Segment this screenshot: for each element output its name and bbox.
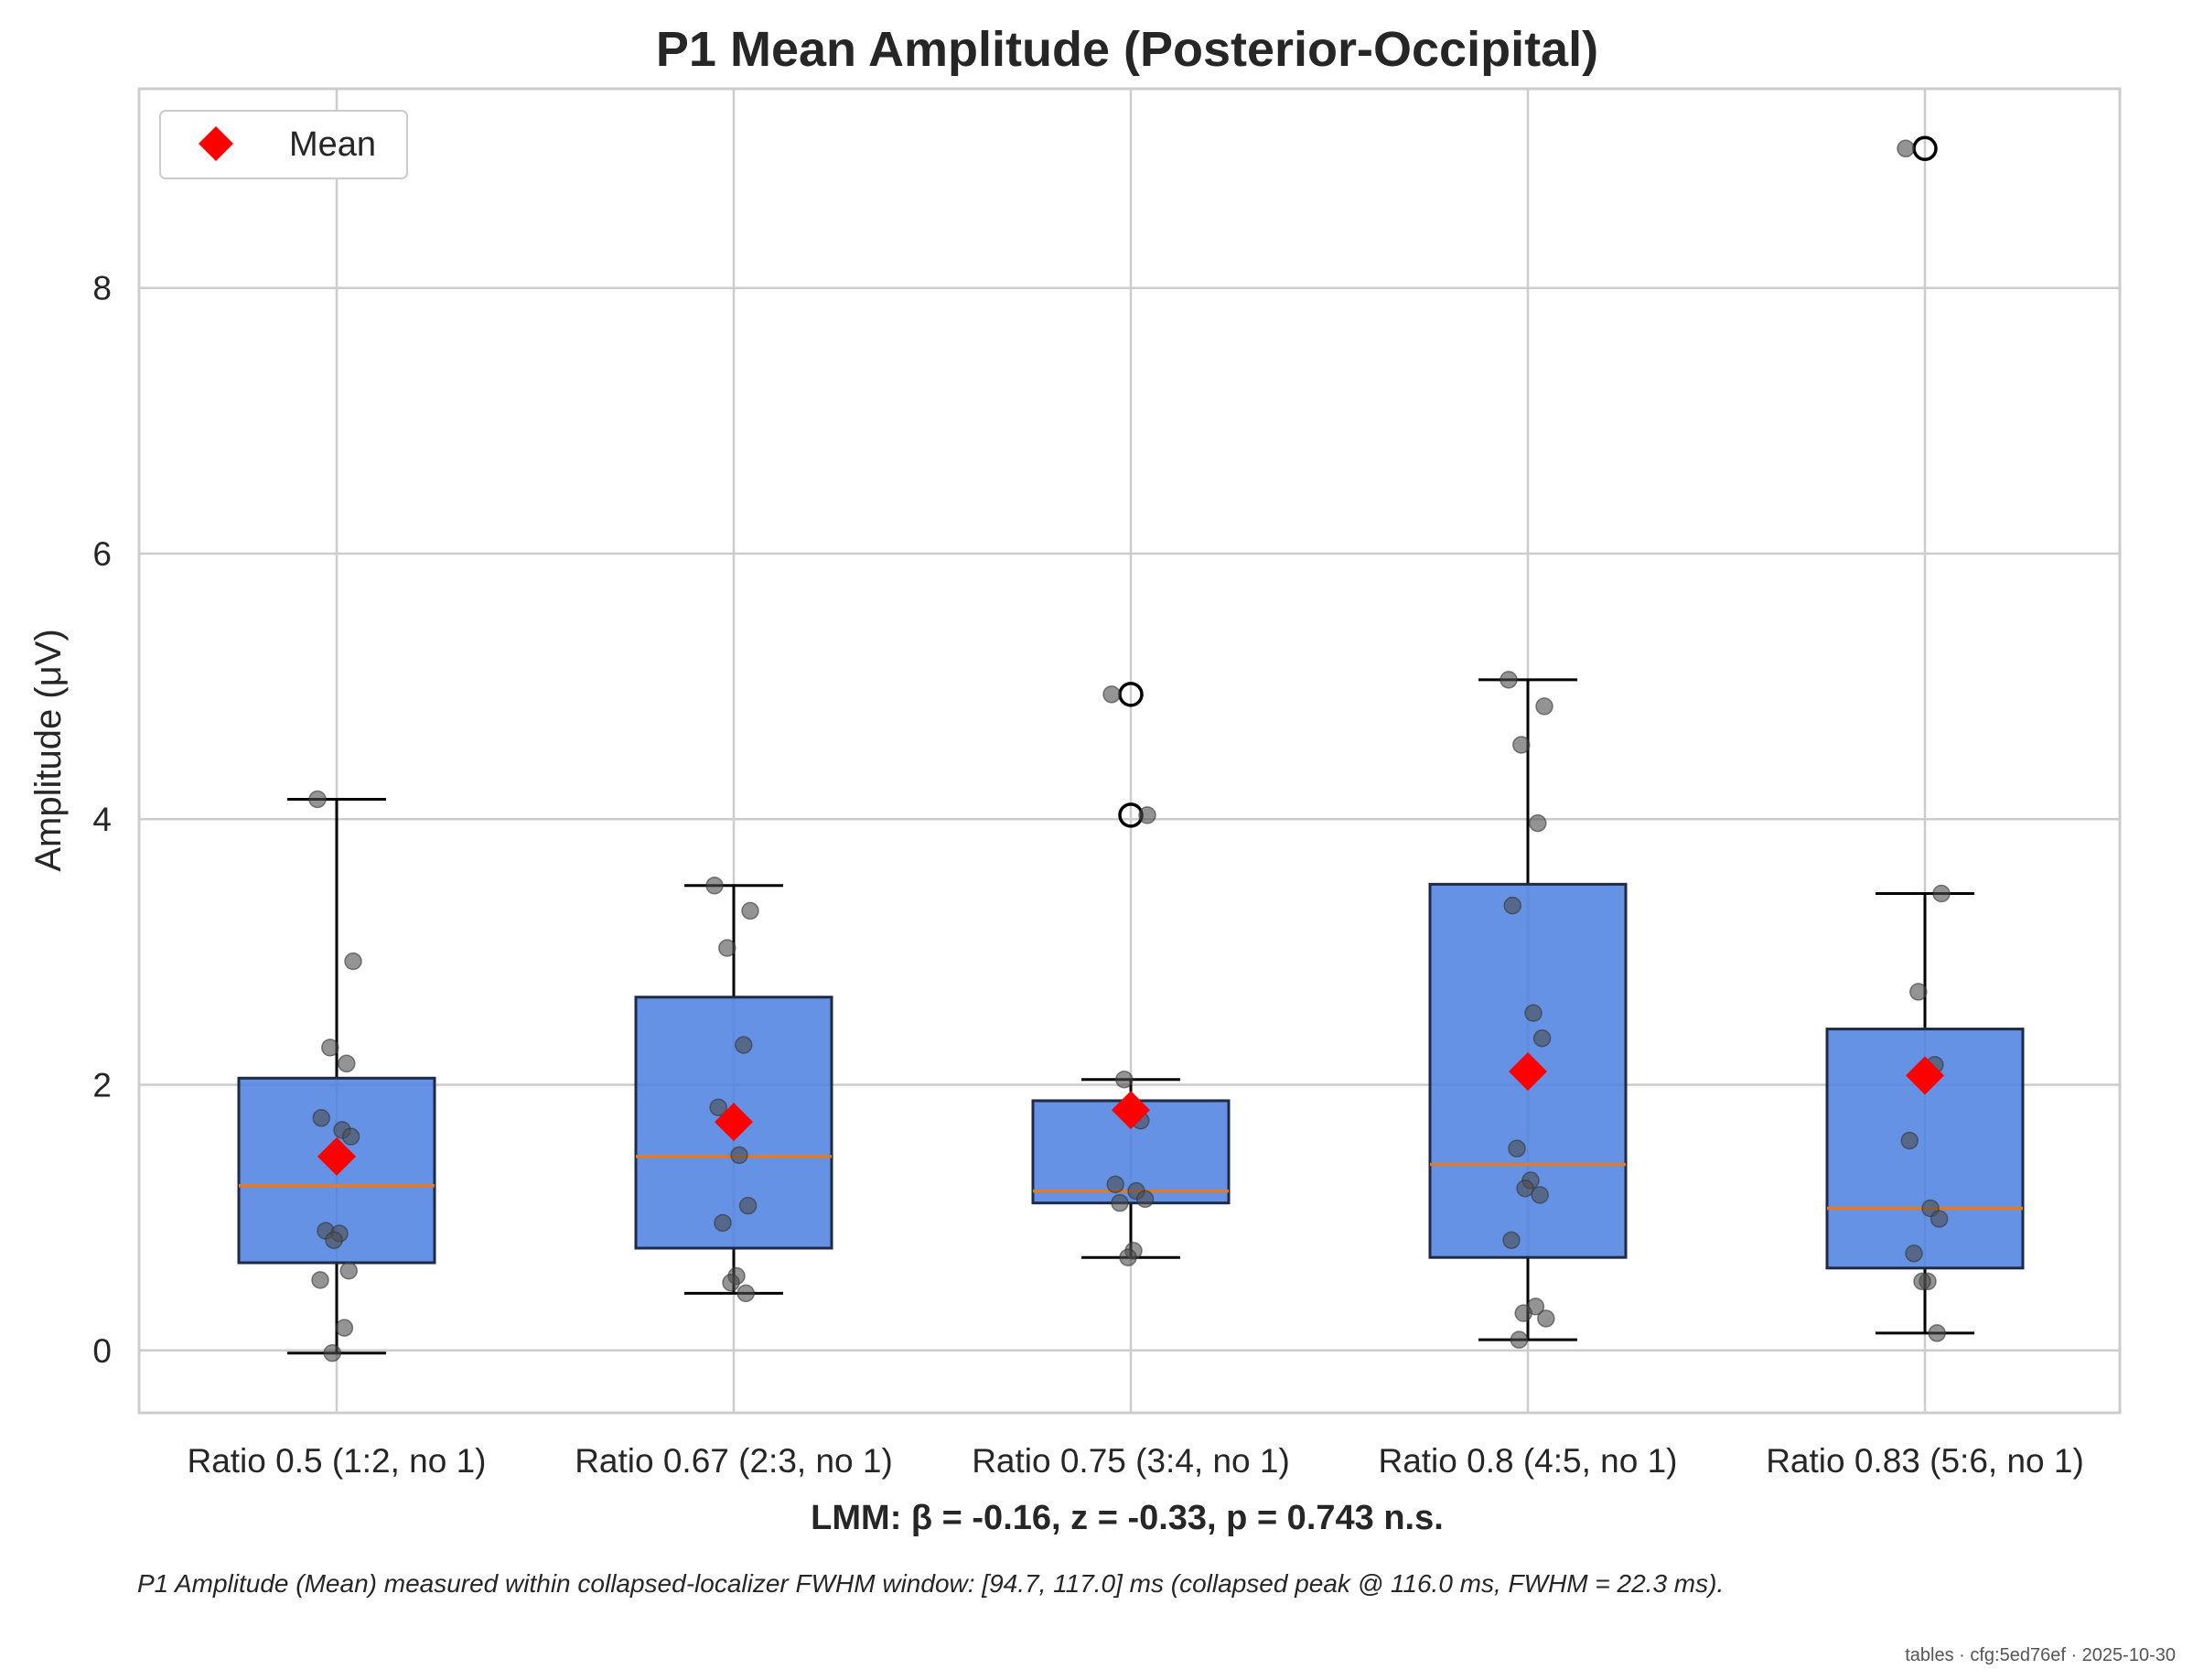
data-point <box>1905 1244 1923 1263</box>
data-point <box>1900 1131 1919 1150</box>
chart-title: P1 Mean Amplitude (Posterior-Occipital) <box>656 22 1598 77</box>
data-point <box>1524 1004 1543 1022</box>
mean-marker <box>715 1103 753 1142</box>
data-point <box>311 1271 329 1289</box>
data-point <box>323 1343 341 1362</box>
legend-mean-marker <box>199 126 233 161</box>
data-point <box>1503 896 1521 915</box>
mean-marker <box>1906 1056 1944 1095</box>
data-point <box>1512 736 1531 754</box>
data-point <box>339 1261 358 1280</box>
y-tick-label: 0 <box>92 1332 112 1370</box>
legend-frame <box>159 110 408 179</box>
x-tick-label: Ratio 0.83 (5:6, no 1) <box>1766 1442 2084 1480</box>
y-tick-label: 6 <box>92 535 112 573</box>
data-point <box>312 1109 330 1127</box>
data-point <box>1932 884 1951 903</box>
y-tick-label: 8 <box>92 270 112 307</box>
y-tick-labels: 0 2 4 6 8 <box>92 270 112 1370</box>
data-point <box>1514 1304 1532 1322</box>
data-point <box>338 1054 356 1073</box>
data-point <box>1500 671 1518 689</box>
data-point <box>1537 1309 1555 1328</box>
data-point <box>1909 983 1928 1001</box>
mean-marker <box>1509 1052 1547 1092</box>
data-point <box>335 1319 354 1337</box>
y-tick-label: 4 <box>92 801 112 838</box>
data-point <box>741 901 759 921</box>
data-point <box>1913 1272 1931 1291</box>
caption: P1 Amplitude (Mean) measured within coll… <box>137 1569 1724 1598</box>
data-point <box>308 790 327 809</box>
x-tick-label: Ratio 0.75 (3:4, no 1) <box>972 1442 1290 1480</box>
data-point <box>321 1039 339 1057</box>
x-tick-label: Ratio 0.5 (1:2, no 1) <box>187 1442 486 1480</box>
x-tick-label: Ratio 0.8 (4:5, no 1) <box>1378 1442 1677 1480</box>
data-point <box>1102 685 1121 704</box>
data-point <box>1502 1231 1521 1250</box>
y-tick-label: 2 <box>92 1067 112 1104</box>
data-point <box>1535 697 1553 716</box>
footer: tables · cfg:5ed76ef · 2025-10-30 <box>1905 1645 2176 1665</box>
mean-marker <box>1112 1091 1150 1130</box>
data-point <box>722 1274 740 1292</box>
data-point <box>738 1196 758 1215</box>
stats-annotation: LMM: β = -0.16, z = -0.33, p = 0.743 n.s… <box>811 1499 1444 1537</box>
data-point <box>1508 1139 1526 1158</box>
plot-area: 0 2 4 6 8 Ratio 0.5 (1:2, no 1) Ratio 0.67 (2… <box>92 87 2122 1480</box>
data-point <box>736 1284 755 1303</box>
mean-marker <box>317 1136 356 1176</box>
data-point <box>1138 806 1156 824</box>
data-point <box>341 1127 360 1146</box>
data-point <box>1930 1210 1949 1228</box>
data-point <box>1897 139 1915 158</box>
data-point <box>735 1036 753 1054</box>
data-point <box>344 952 362 971</box>
data-point <box>714 1213 732 1233</box>
data-point <box>730 1146 748 1165</box>
data-point <box>718 939 736 957</box>
data-point <box>1135 1190 1155 1209</box>
data-point <box>1516 1179 1534 1198</box>
legend-mean-label: Mean <box>289 125 376 164</box>
means <box>317 1052 1944 1176</box>
data-point <box>1531 1186 1549 1204</box>
points <box>308 139 1951 1362</box>
data-point <box>1532 1028 1552 1048</box>
data-point <box>1111 1193 1129 1212</box>
data-point <box>1529 813 1547 833</box>
data-point <box>1119 1248 1137 1266</box>
legend: Mean <box>159 110 408 179</box>
y-axis-label: Amplitude (μV) <box>28 629 69 871</box>
data-point <box>709 1098 727 1116</box>
data-point <box>1106 1175 1124 1194</box>
data-point <box>705 877 724 895</box>
data-point <box>1115 1070 1134 1089</box>
data-point <box>1928 1324 1946 1342</box>
data-point <box>1510 1330 1529 1349</box>
data-point <box>325 1231 343 1250</box>
x-tick-labels: Ratio 0.5 (1:2, no 1) Ratio 0.67 (2:3, no… <box>187 1442 2083 1480</box>
x-tick-label: Ratio 0.67 (2:3, no 1) <box>575 1442 893 1480</box>
